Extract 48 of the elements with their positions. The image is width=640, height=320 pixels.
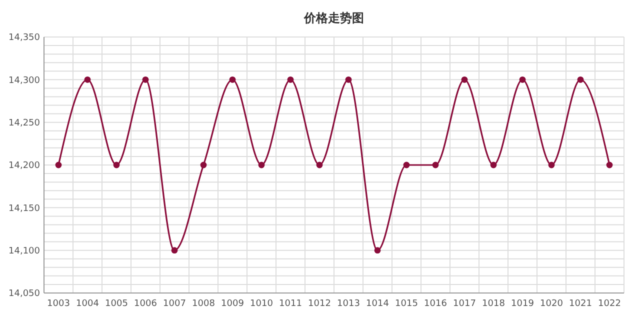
point	[606, 162, 613, 168]
x-tick-label: 1003	[47, 299, 70, 309]
y-tick-label: 14,100	[8, 246, 40, 256]
x-tick-label: 1012	[308, 299, 331, 309]
point	[142, 76, 149, 83]
x-tick-label: 1017	[453, 299, 476, 309]
x-tick-label: 1007	[163, 299, 186, 309]
x-tick-label: 1013	[337, 299, 360, 309]
point	[374, 247, 381, 254]
y-tick-label: 14,150	[8, 204, 40, 214]
point	[229, 76, 236, 83]
x-tick-label: 1008	[192, 299, 216, 309]
x-tick-label: 1015	[395, 299, 418, 309]
y-tick-label: 14,250	[8, 118, 40, 128]
x-tick-label: 1011	[279, 299, 302, 309]
x-tick-label: 1022	[598, 299, 621, 309]
point	[316, 162, 323, 168]
x-tick-label: 1005	[105, 299, 128, 309]
point	[345, 76, 352, 83]
x-tick-label: 1010	[250, 299, 274, 309]
x-tick-label: 1020	[540, 299, 564, 309]
y-tick-label: 14,350	[8, 33, 40, 44]
point	[432, 162, 439, 168]
x-tick-label: 1019	[511, 299, 534, 309]
point	[519, 76, 526, 83]
x-tick-label: 1018	[482, 299, 506, 309]
chart-title: 价格走势图	[303, 11, 364, 25]
y-tick-label: 14,200	[8, 161, 40, 172]
point	[171, 247, 178, 254]
point	[258, 162, 265, 168]
point	[200, 162, 207, 168]
point	[287, 76, 294, 83]
x-tick-label: 1006	[134, 299, 158, 309]
point	[403, 162, 410, 168]
y-tick-label: 14,300	[8, 76, 40, 86]
x-tick-label: 1021	[569, 299, 592, 309]
point	[84, 76, 91, 83]
point	[548, 162, 555, 168]
x-tick-label: 1004	[76, 299, 100, 309]
x-tick-label: 1016	[424, 299, 448, 309]
point	[55, 162, 62, 168]
x-tick-label: 1009	[221, 299, 244, 309]
point	[490, 162, 497, 168]
point	[113, 162, 120, 168]
x-tick-label: 1014	[366, 299, 390, 309]
point	[461, 76, 468, 83]
point	[577, 76, 584, 83]
y-tick-label: 14,050	[8, 289, 40, 300]
